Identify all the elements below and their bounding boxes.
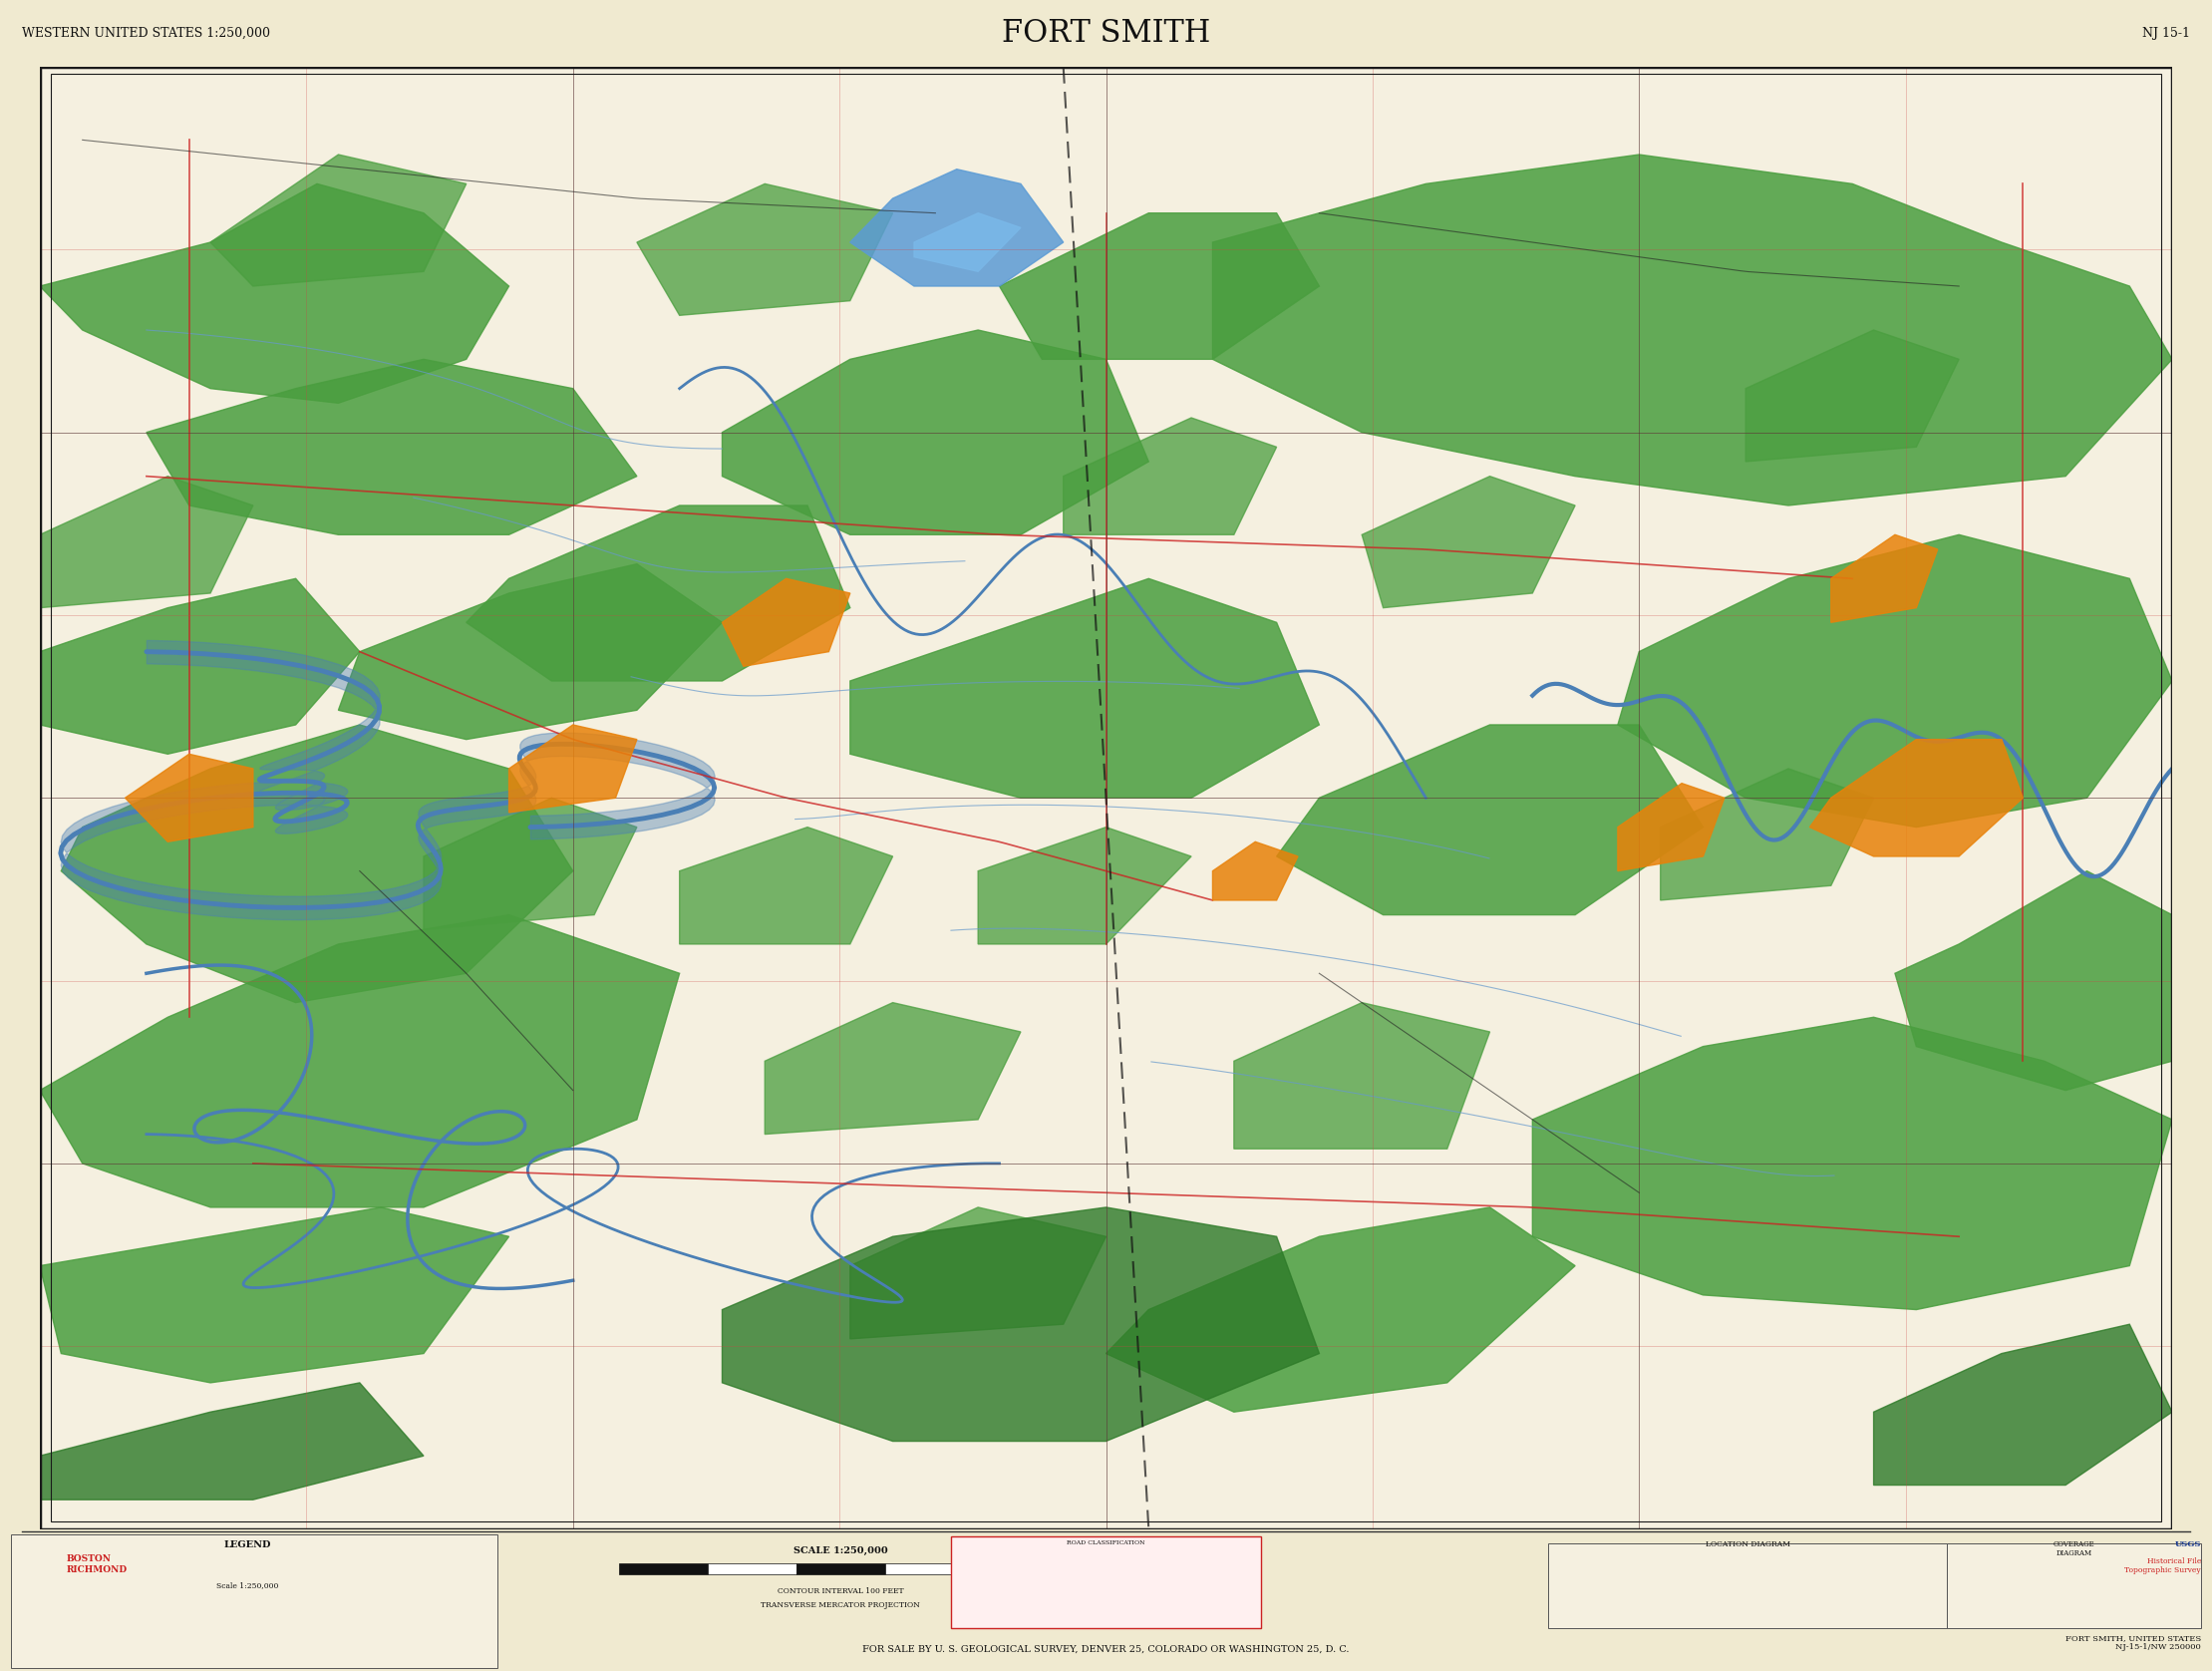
Polygon shape — [765, 1003, 1020, 1135]
Polygon shape — [721, 1206, 1318, 1440]
Bar — [956, 1584, 1029, 1597]
Bar — [1031, 1542, 1104, 1554]
Text: BOSTON
RICHMOND: BOSTON RICHMOND — [66, 1554, 128, 1574]
Polygon shape — [679, 827, 894, 944]
Bar — [1181, 1571, 1254, 1582]
Polygon shape — [126, 754, 252, 842]
Polygon shape — [40, 476, 252, 608]
Polygon shape — [1661, 769, 1874, 901]
Bar — [1736, 1581, 1814, 1589]
Polygon shape — [40, 578, 361, 754]
Polygon shape — [40, 1206, 509, 1384]
Bar — [708, 1562, 796, 1574]
Polygon shape — [1809, 739, 2024, 856]
Bar — [1947, 1544, 2201, 1628]
Bar — [973, 1562, 1062, 1574]
Polygon shape — [40, 1384, 425, 1501]
Bar — [951, 1536, 1261, 1628]
Bar — [1031, 1599, 1104, 1611]
Bar — [1106, 1599, 1179, 1611]
Text: CONTOUR INTERVAL 100 FEET: CONTOUR INTERVAL 100 FEET — [776, 1587, 905, 1596]
Text: SCALE 1:250,000: SCALE 1:250,000 — [794, 1546, 887, 1556]
Bar — [1031, 1571, 1104, 1582]
Polygon shape — [849, 1206, 1106, 1338]
Text: Scale 1:250,000: Scale 1:250,000 — [217, 1582, 279, 1589]
Text: FORT SMITH: FORT SMITH — [1002, 18, 1210, 48]
Polygon shape — [1276, 725, 1703, 916]
Bar — [1106, 1584, 1179, 1597]
Bar — [956, 1571, 1029, 1582]
Text: FORT SMITH, UNITED STATES
NJ-15-1/NW 250000: FORT SMITH, UNITED STATES NJ-15-1/NW 250… — [2066, 1634, 2201, 1651]
Bar — [1031, 1556, 1104, 1569]
Polygon shape — [637, 184, 894, 316]
Polygon shape — [338, 563, 721, 739]
Polygon shape — [849, 169, 1064, 286]
Polygon shape — [146, 359, 637, 535]
Bar — [1181, 1542, 1254, 1554]
Polygon shape — [1745, 331, 1960, 461]
Polygon shape — [1832, 535, 1938, 623]
Text: FOR SALE BY U. S. GEOLOGICAL SURVEY, DENVER 25, COLORADO OR WASHINGTON 25, D. C.: FOR SALE BY U. S. GEOLOGICAL SURVEY, DEN… — [863, 1646, 1349, 1654]
Bar — [956, 1556, 1029, 1569]
Bar — [1548, 1544, 1947, 1628]
Bar — [885, 1562, 973, 1574]
Polygon shape — [40, 184, 509, 403]
Polygon shape — [1212, 155, 2172, 505]
Bar — [1106, 1613, 1179, 1626]
Text: COVERAGE
DIAGRAM: COVERAGE DIAGRAM — [2053, 1541, 2095, 1557]
Polygon shape — [1533, 1018, 2172, 1310]
Bar — [1106, 1556, 1179, 1569]
Polygon shape — [210, 155, 467, 286]
Bar — [956, 1599, 1029, 1611]
Bar — [619, 1562, 708, 1574]
Bar — [1106, 1571, 1179, 1582]
Polygon shape — [509, 725, 637, 812]
Polygon shape — [1234, 1003, 1491, 1150]
Polygon shape — [1000, 214, 1318, 359]
Text: WESTERN UNITED STATES 1:250,000: WESTERN UNITED STATES 1:250,000 — [22, 27, 270, 40]
Bar — [1106, 1542, 1179, 1554]
Text: LOCATION DIAGRAM: LOCATION DIAGRAM — [1705, 1541, 1790, 1549]
Bar — [1031, 1613, 1104, 1626]
Text: USGS: USGS — [2174, 1541, 2201, 1549]
Bar — [1181, 1613, 1254, 1626]
Text: ROAD CLASSIFICATION: ROAD CLASSIFICATION — [1066, 1541, 1146, 1546]
Bar — [1181, 1599, 1254, 1611]
Polygon shape — [425, 799, 637, 929]
Text: TRANSVERSE MERCATOR PROJECTION: TRANSVERSE MERCATOR PROJECTION — [761, 1602, 920, 1609]
Polygon shape — [978, 827, 1192, 944]
FancyBboxPatch shape — [11, 1534, 498, 1668]
Bar — [1031, 1584, 1104, 1597]
Polygon shape — [62, 725, 573, 1003]
Text: NJ 15-1: NJ 15-1 — [2141, 27, 2190, 40]
Polygon shape — [1617, 535, 2172, 827]
Polygon shape — [721, 578, 849, 667]
Polygon shape — [914, 214, 1020, 271]
Polygon shape — [1363, 476, 1575, 608]
Bar — [956, 1613, 1029, 1626]
Polygon shape — [721, 331, 1148, 535]
Polygon shape — [1064, 418, 1276, 535]
Polygon shape — [1896, 871, 2172, 1091]
Polygon shape — [40, 916, 679, 1206]
Polygon shape — [1617, 784, 1725, 871]
Polygon shape — [1212, 842, 1298, 901]
Polygon shape — [1874, 1323, 2172, 1486]
Bar — [1181, 1556, 1254, 1569]
Text: LEGEND: LEGEND — [223, 1541, 272, 1549]
Polygon shape — [1106, 1206, 1575, 1412]
Bar — [956, 1542, 1029, 1554]
Polygon shape — [849, 578, 1318, 799]
Text: Historical File
Topographic Survey: Historical File Topographic Survey — [2124, 1557, 2201, 1574]
Bar — [1181, 1584, 1254, 1597]
Bar — [796, 1562, 885, 1574]
Polygon shape — [467, 505, 849, 682]
